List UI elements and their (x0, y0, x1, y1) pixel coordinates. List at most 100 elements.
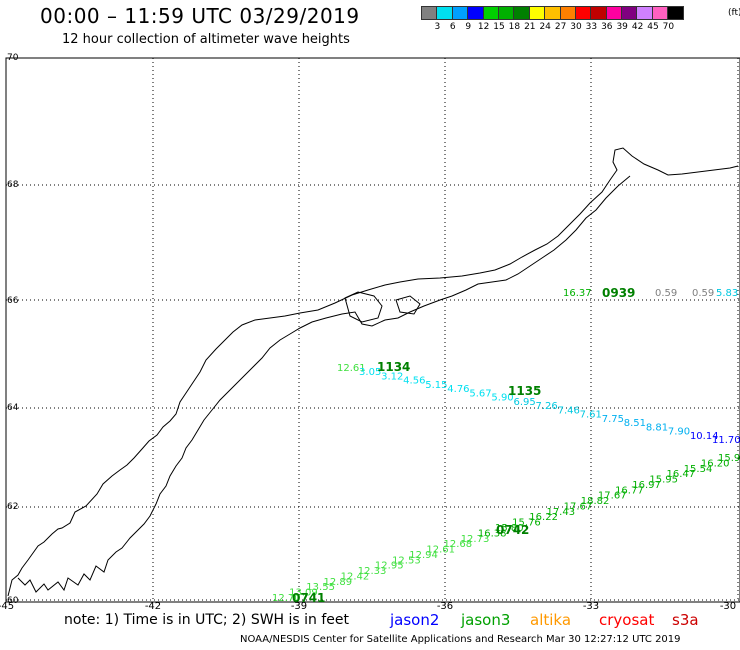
pass-time-label: 1134 (377, 360, 410, 374)
longitude-label: -42 (144, 601, 162, 612)
latitude-label: 64 (7, 403, 19, 413)
wave-height-value: 12.61 (337, 363, 366, 374)
wave-height-value: 13.09 (289, 588, 318, 599)
wave-height-value: 12.95 (375, 561, 404, 572)
color-scale-ticks: 3 6 9 12 15 18 21 24 27 30 33 36 39 42 45 70 (422, 20, 684, 34)
color-scale-tick: 39 (616, 22, 628, 32)
satellite-name: jason3 (461, 611, 511, 629)
wave-height-value: 15.95 (649, 475, 678, 486)
pass-time-label: 0741 (292, 591, 325, 605)
units-note: note: 1) Time is in UTC; 2) SWH is in fe… (64, 612, 350, 628)
wave-height-value: 15.76 (512, 518, 541, 529)
satellite-name: cryosat (599, 611, 655, 629)
wave-height-value: 11.70 (712, 435, 740, 446)
page-title: 00:00 – 11:59 UTC 03/29/2019 (40, 4, 360, 28)
wave-height-value: 12.89 (323, 577, 352, 588)
color-scale-tick: 36 (601, 22, 613, 32)
pass-time-label: 1135 (508, 384, 541, 398)
greenland-coastline (7, 147, 739, 597)
map-frame (5, 57, 740, 603)
color-scale-tick: 6 (449, 22, 456, 32)
wave-height-value: 5.67 (469, 388, 491, 399)
color-scale-tick: 45 (647, 22, 659, 32)
greenland-coastline-fjords (17, 175, 631, 593)
wave-height-value: 3.12 (381, 371, 403, 382)
wave-height-value: 12.70 (272, 593, 301, 604)
wave-height-value: 13.55 (306, 582, 335, 593)
wave-height-value: 12.68 (444, 539, 473, 550)
wave-height-value: 12.33 (358, 566, 387, 577)
wave-height-value: 16.77 (615, 485, 644, 496)
wave-height-value: 16.97 (632, 480, 661, 491)
longitude-label: -39 (290, 601, 308, 612)
wave-height-value: 15.80 (495, 523, 524, 534)
coastal-island-outline (344, 291, 383, 323)
color-swatch (667, 6, 684, 20)
wave-height-value: 16.37 (563, 288, 592, 299)
color-scale-tick: 33 (585, 22, 598, 32)
wave-height-value: 16.38 (478, 528, 507, 539)
wave-height-value: 0.59 (692, 288, 714, 299)
wave-height-value: 18.82 (581, 496, 610, 507)
wave-height-value: 12.73 (461, 534, 490, 545)
latitude-label: 66 (7, 296, 19, 306)
color-scale-tick: 18 (508, 22, 521, 32)
credit-line: NOAA/NESDIS Center for Satellite Applica… (240, 634, 681, 645)
wave-height-value: 10.14 (690, 431, 719, 442)
wave-height-value: 6.95 (513, 397, 535, 408)
color-scale-tick: 3 (434, 22, 441, 32)
coastal-island-outline-2 (395, 295, 421, 315)
wave-height-value: 17.43 (546, 507, 575, 518)
map-grid (5, 57, 740, 602)
pass-time-label: 0742 (496, 523, 529, 537)
wave-height-value: 16.22 (529, 512, 558, 523)
wave-height-value: 17.67 (564, 501, 593, 512)
wave-height-value: 8.51 (624, 418, 646, 429)
wave-height-value: 7.61 (580, 410, 602, 421)
wave-height-value: 12.53 (392, 555, 421, 566)
wave-height-value: 3.05 (359, 367, 381, 378)
color-scale-swatches (421, 6, 684, 20)
latitude-label: 62 (7, 502, 19, 512)
color-scale-tick: 70 (662, 22, 675, 32)
wave-height-value: 5.90 (491, 393, 513, 404)
wave-height-value: 16.20 (701, 458, 730, 469)
longitude-label: -36 (436, 601, 454, 612)
satellite-name: altika (530, 611, 572, 629)
wave-height-value: 0.59 (655, 288, 677, 299)
wave-height-value: 12.94 (409, 550, 438, 561)
wave-height-value: 12.42 (341, 571, 370, 582)
wave-height-value: 5.83 (716, 288, 738, 299)
color-scale-tick: 30 (570, 22, 582, 32)
longitude-label: -45 (0, 601, 15, 612)
latitude-label: 70 (7, 53, 19, 63)
wave-height-value: 12.61 (426, 545, 455, 556)
pass-time-label: 0939 (602, 286, 635, 300)
color-scale-tick: 15 (493, 22, 505, 32)
wave-height-value: 4.56 (403, 376, 425, 387)
wave-height-value: 7.90 (668, 427, 690, 438)
longitude-label: -30 (719, 601, 737, 612)
wave-height-value: 16.47 (667, 469, 696, 480)
wave-height-value: 4.76 (447, 384, 469, 395)
satellite-name: jason2 (390, 611, 440, 629)
wave-height-value: 5.15 (425, 380, 447, 391)
color-scale-tick: 27 (554, 22, 567, 32)
color-scale-tick: 12 (477, 22, 490, 32)
satellite-name: s3a (672, 611, 699, 629)
color-scale-tick: 9 (465, 22, 472, 32)
page-subtitle: 12 hour collection of altimeter wave hei… (62, 32, 350, 47)
longitude-label: -33 (582, 601, 600, 612)
wave-height-value: 15.9 (718, 453, 740, 464)
color-scale-unit: (ft) (728, 8, 740, 18)
wave-height-value: 7.26 (536, 401, 558, 412)
wave-height-value: 7.75 (602, 414, 624, 425)
color-scale-tick: 21 (524, 22, 536, 32)
color-scale-tick: 42 (631, 22, 644, 32)
latitude-label: 60 (7, 596, 19, 606)
latitude-label: 68 (7, 180, 19, 190)
wave-height-value: 15.54 (684, 464, 713, 475)
wave-height-value: 17.67 (598, 491, 627, 502)
